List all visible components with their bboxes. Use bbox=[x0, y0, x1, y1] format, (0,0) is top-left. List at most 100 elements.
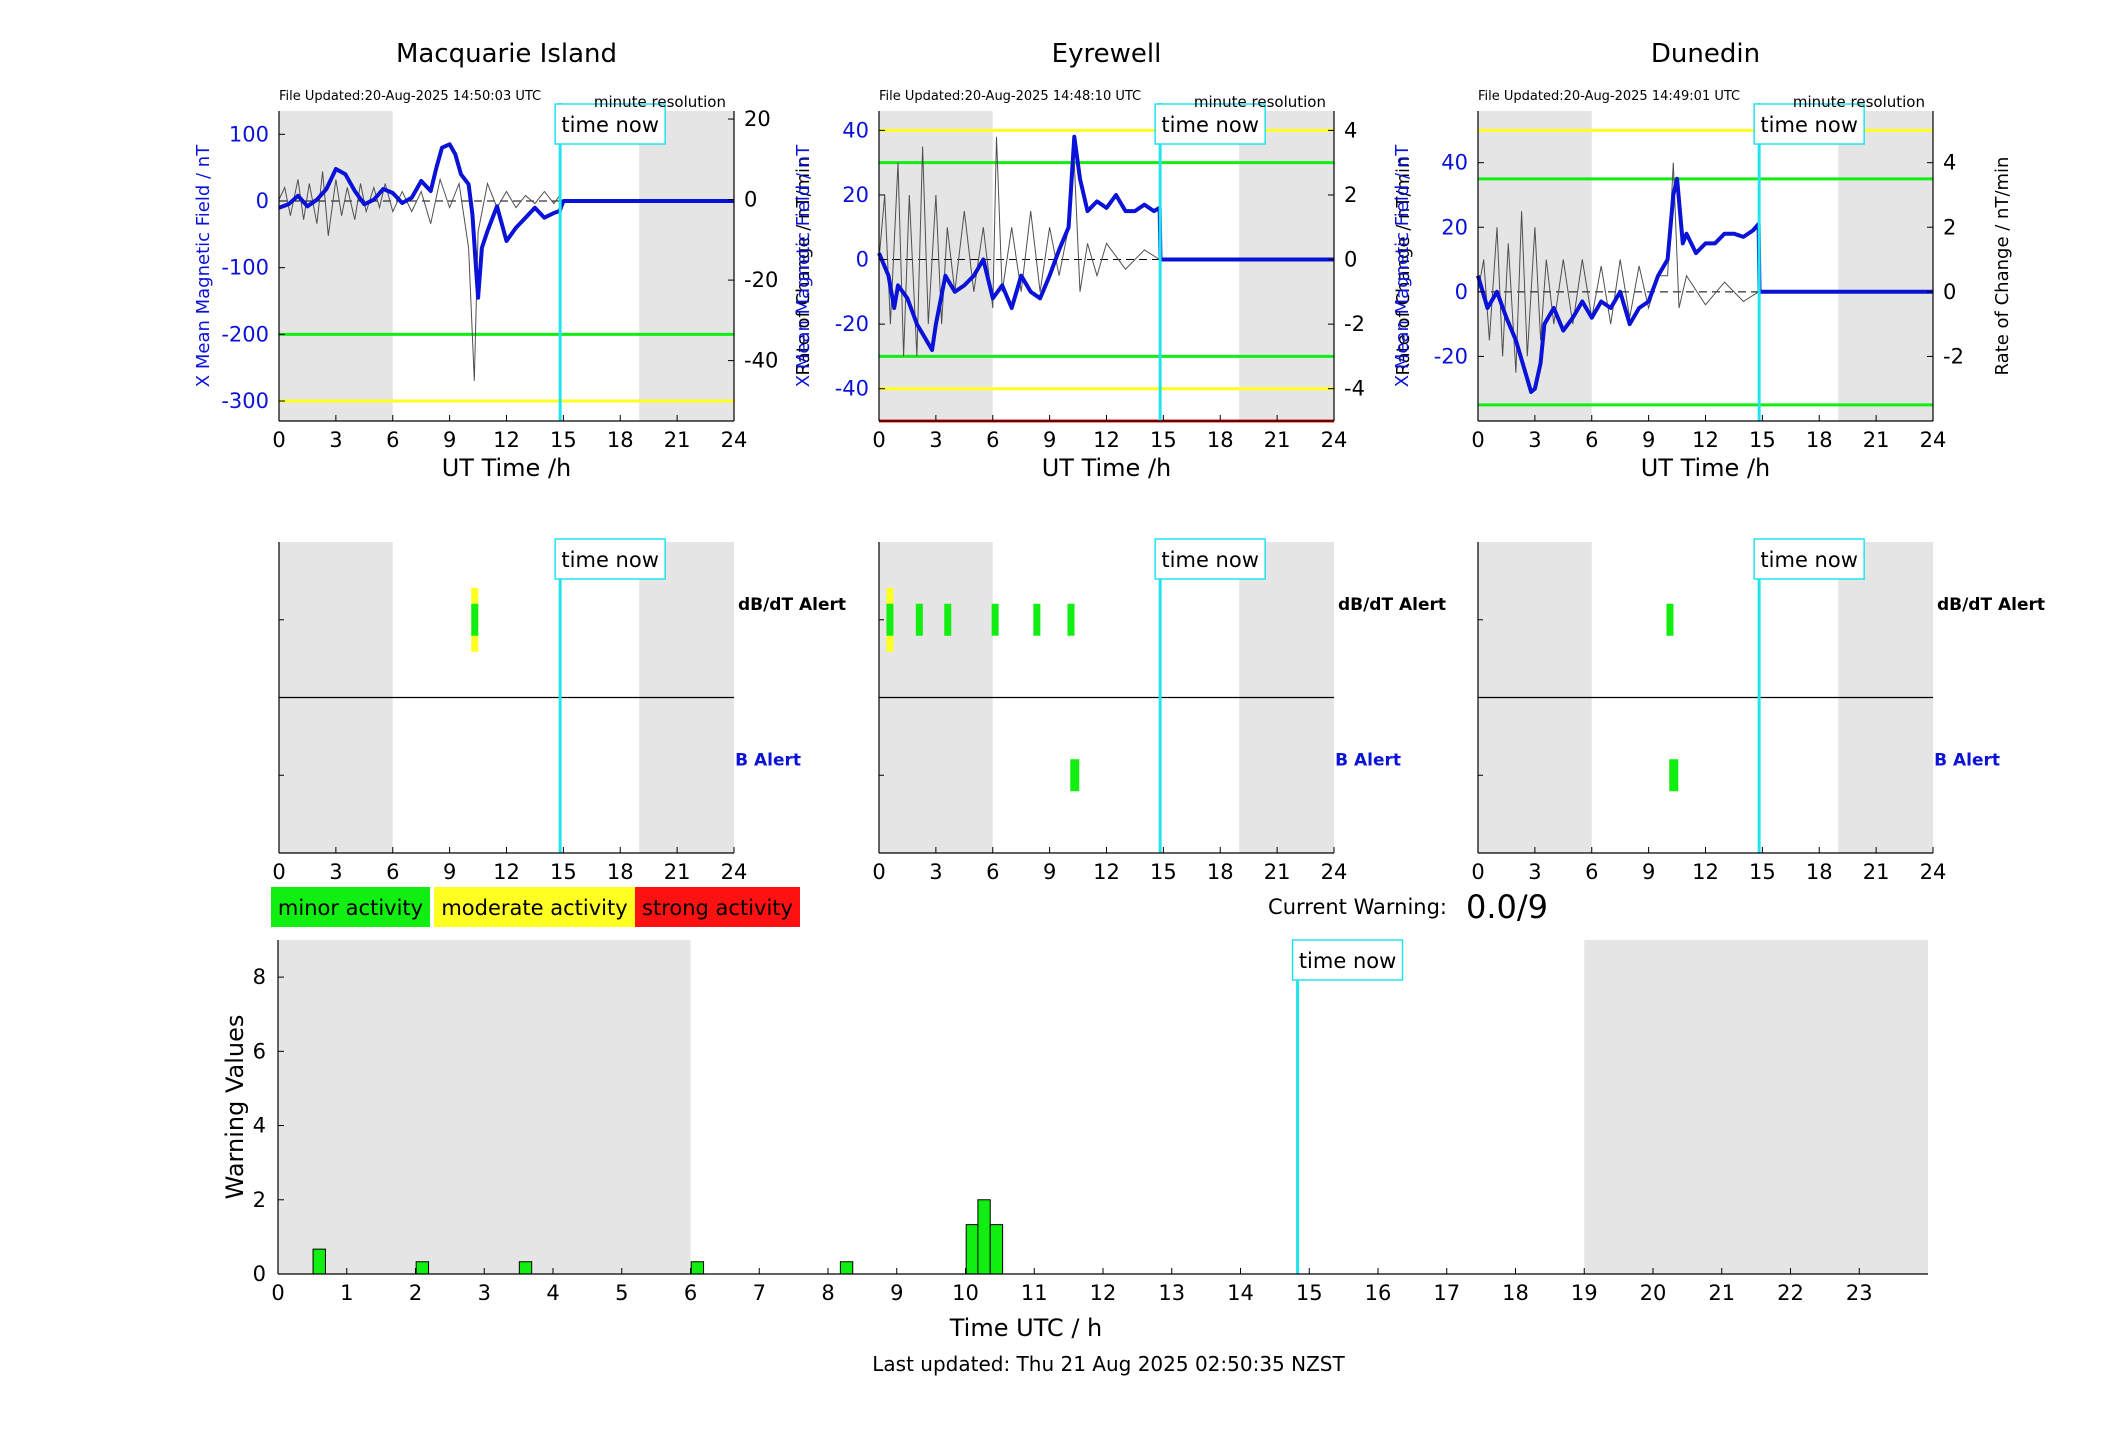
x-tick-label: 3 bbox=[478, 1281, 491, 1305]
x-tick-label: 0 bbox=[271, 1281, 284, 1305]
night-shade bbox=[639, 111, 734, 421]
x-tick-label: 10 bbox=[952, 1281, 979, 1305]
y-tick-label-left: -20 bbox=[1434, 344, 1468, 368]
y-tick-label: 6 bbox=[253, 1039, 266, 1063]
dbdt-alert-marker-minor bbox=[886, 603, 894, 636]
x-tick-label: 9 bbox=[1642, 428, 1655, 452]
x-tick-label: 14 bbox=[1227, 1281, 1254, 1305]
y-tick-label-right: 4 bbox=[1943, 151, 1956, 175]
x-tick-label: 3 bbox=[929, 860, 942, 884]
rate-of-change-series bbox=[1477, 162, 1759, 373]
night-shade bbox=[278, 940, 691, 1274]
x-tick-label: 21 bbox=[1863, 428, 1890, 452]
x-tick-label: 15 bbox=[550, 860, 577, 884]
x-tick-label: 5 bbox=[615, 1281, 628, 1305]
y-tick-label-left: -200 bbox=[221, 322, 269, 346]
x-tick-label: 3 bbox=[929, 428, 942, 452]
y-tick-label-right: 4 bbox=[1344, 118, 1357, 142]
y-tick-label-left: -300 bbox=[221, 389, 269, 413]
b-alert-label: B Alert bbox=[1335, 750, 1401, 770]
time-now-box bbox=[554, 103, 666, 145]
b-alert-marker-minor bbox=[1669, 759, 1679, 792]
y-axis-label: Warning Values bbox=[221, 1015, 249, 1200]
rate-of-change-series bbox=[878, 136, 1160, 357]
warning-bar bbox=[415, 1261, 430, 1275]
x-tick-label: 6 bbox=[986, 428, 999, 452]
x-tick-label: 20 bbox=[1640, 1281, 1667, 1305]
y-tick-label: 2 bbox=[253, 1188, 266, 1212]
x-tick-label: 0 bbox=[1471, 428, 1484, 452]
x-tick-label: 3 bbox=[1528, 428, 1541, 452]
y-tick-label: 4 bbox=[253, 1114, 266, 1138]
x-tick-label: 9 bbox=[1642, 860, 1655, 884]
time-now-box bbox=[1154, 103, 1266, 145]
x-tick-label: 12 bbox=[1692, 428, 1719, 452]
y-tick-label: 0 bbox=[253, 1262, 266, 1286]
x-tick-label: 6 bbox=[1585, 860, 1598, 884]
x-tick-label: 12 bbox=[493, 860, 520, 884]
time-now-label: time now bbox=[1760, 113, 1857, 137]
warning-bar bbox=[518, 1261, 533, 1275]
x-tick-label: 0 bbox=[872, 860, 885, 884]
y-tick-label-right: -20 bbox=[744, 268, 778, 292]
resolution-text: minute resolution bbox=[1194, 93, 1326, 111]
y-tick-label-left: 0 bbox=[256, 189, 269, 213]
x-tick-label: 6 bbox=[986, 860, 999, 884]
x-tick-label: 7 bbox=[753, 1281, 766, 1305]
x-tick-label: 3 bbox=[329, 428, 342, 452]
legend-label-minor: minor activity bbox=[278, 896, 423, 920]
x-tick-label: 12 bbox=[1090, 1281, 1117, 1305]
x-tick-label: 18 bbox=[1207, 428, 1234, 452]
y-tick-label-left: 40 bbox=[842, 118, 869, 142]
y-tick-label-right: -2 bbox=[1943, 344, 1964, 368]
night-shade bbox=[279, 111, 393, 421]
x-tick-label: 15 bbox=[1749, 860, 1776, 884]
x-tick-label: 13 bbox=[1158, 1281, 1185, 1305]
y-tick-label-left: -40 bbox=[835, 377, 869, 401]
y-tick-label-left: 20 bbox=[1441, 215, 1468, 239]
dbdt-alert-label: dB/dT Alert bbox=[1338, 595, 1446, 615]
x-tick-label: 6 bbox=[386, 860, 399, 884]
legend-label-strong: strong activity bbox=[642, 896, 793, 920]
y-tick-label-left: 100 bbox=[229, 122, 269, 146]
x-tick-label: 18 bbox=[1207, 860, 1234, 884]
x-tick-label: 19 bbox=[1571, 1281, 1598, 1305]
station-title: Eyrewell bbox=[1052, 39, 1162, 69]
dbdt-alert-label: dB/dT Alert bbox=[738, 595, 846, 615]
current-warning-label: Current Warning: bbox=[1268, 895, 1447, 919]
x-tick-label: 18 bbox=[607, 860, 634, 884]
warning-bar bbox=[977, 1199, 991, 1275]
x-tick-label: 0 bbox=[272, 860, 285, 884]
x-axis-label: Time UTC / h bbox=[949, 1314, 1103, 1342]
x-tick-label: 12 bbox=[493, 428, 520, 452]
x-tick-label: 21 bbox=[664, 860, 691, 884]
x-magnetic-field-series bbox=[278, 142, 734, 300]
x-tick-label: 0 bbox=[272, 428, 285, 452]
night-shade bbox=[1838, 111, 1933, 421]
b-alert-label: B Alert bbox=[1934, 750, 2000, 770]
y-axis-label-left: X Mean Magnetic Field / nT bbox=[193, 144, 214, 387]
y-tick-label: 8 bbox=[253, 965, 266, 989]
y-axis-label-right: Rate of Change / nT/min bbox=[793, 157, 814, 376]
y-tick-label-right: 2 bbox=[1943, 215, 1956, 239]
time-now-box bbox=[1154, 538, 1266, 580]
x-tick-label: 15 bbox=[1296, 1281, 1323, 1305]
x-tick-label: 16 bbox=[1365, 1281, 1392, 1305]
legend-label-moderate: moderate activity bbox=[441, 896, 627, 920]
time-now-label: time now bbox=[1161, 113, 1258, 137]
night-shade bbox=[1239, 111, 1334, 421]
dbdt-alert-marker-minor bbox=[1067, 603, 1075, 636]
time-now-label: time now bbox=[1299, 949, 1396, 973]
legend-swatch-moderate bbox=[434, 887, 635, 927]
x-tick-label: 24 bbox=[721, 860, 748, 884]
x-tick-label: 24 bbox=[1321, 860, 1348, 884]
x-axis-label: UT Time /h bbox=[1042, 454, 1172, 482]
y-tick-label-left: 40 bbox=[1441, 151, 1468, 175]
x-tick-label: 21 bbox=[1863, 860, 1890, 884]
x-tick-label: 21 bbox=[1264, 428, 1291, 452]
x-tick-label: 18 bbox=[1806, 428, 1833, 452]
resolution-text: minute resolution bbox=[1793, 93, 1925, 111]
x-magnetic-field-series bbox=[1476, 176, 1933, 394]
y-tick-label-left: 0 bbox=[856, 248, 869, 272]
y-tick-label-right: 2 bbox=[1344, 183, 1357, 207]
